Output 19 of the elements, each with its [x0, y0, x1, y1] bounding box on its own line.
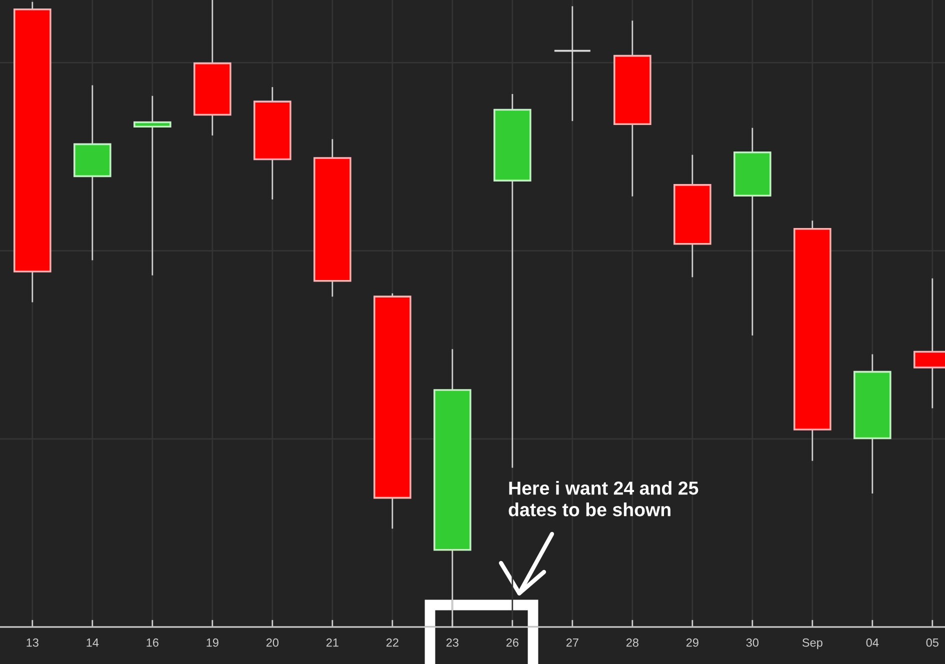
candlestick [553, 6, 592, 122]
candlestick [133, 96, 172, 276]
x-tick-label: 16 [146, 638, 158, 647]
x-tick-label: 22 [386, 638, 398, 647]
x-tick-label: 29 [686, 638, 698, 647]
x-tick-label: 27 [566, 638, 578, 647]
x-tick-label: Sep [802, 638, 822, 650]
x-tick-label: 20 [266, 638, 279, 647]
annotation: Here i want 24 and 25 dates to be shown [508, 481, 698, 516]
x-tick-label: 28 [626, 638, 638, 647]
x-tick-label: 21 [326, 638, 338, 647]
x-tick-label: 05 [926, 638, 938, 647]
x-tick-label: 13 [26, 638, 38, 647]
x-tick-label: 23 [446, 638, 458, 647]
x-tick-label: 19 [206, 638, 218, 647]
x-tick-label: 04 [866, 638, 879, 647]
x-tick-label: 30 [746, 638, 759, 647]
x-tick-label: 26 [506, 638, 518, 647]
x-tick-label: 14 [86, 638, 99, 647]
